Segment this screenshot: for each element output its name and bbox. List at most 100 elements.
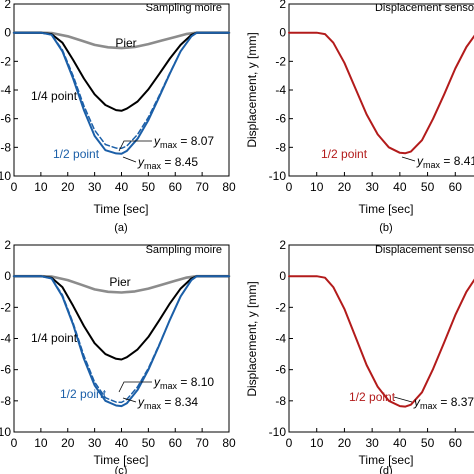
x-tick-label: 10 <box>310 180 324 194</box>
x-tick-label: 0 <box>286 436 293 450</box>
y-ticks-a: 2 0 -2 -4 -6 -8 -10 <box>0 0 18 183</box>
series-line-1-2-point <box>288 275 474 408</box>
x-tick-label: 10 <box>34 436 48 450</box>
x-tick-label: 60 <box>449 180 463 194</box>
y-tick-label: -2 <box>0 300 11 314</box>
x-ticks-a: 0 10 20 30 40 50 60 70 80 <box>11 172 236 194</box>
ymax-subscript: max <box>160 381 178 391</box>
series-label-half-a: 1/2 point <box>53 147 100 161</box>
series-group-d <box>288 275 474 408</box>
x-tick-label: 50 <box>421 180 435 194</box>
ymax-value: = 8.07 <box>177 134 214 148</box>
x-tick-label: 40 <box>393 436 407 450</box>
y-tick-label: -10 <box>0 169 11 183</box>
ymax-value: = 8.41 <box>440 154 474 168</box>
x-tick-label: 30 <box>365 180 379 194</box>
ymax-annotation-1-a: ymax = 8.07 <box>153 134 214 150</box>
ymax-symbol: y <box>137 395 145 409</box>
ymax-annotation-d: ymax = 8.37 <box>413 395 474 411</box>
y-tick-label: 0 <box>279 269 286 283</box>
y-tick-label: 2 <box>279 238 286 252</box>
ymax-subscript: max <box>160 140 178 150</box>
y-tick-label: -10 <box>269 169 287 183</box>
x-tick-label: 50 <box>142 180 156 194</box>
series-line-pier <box>12 274 231 294</box>
y-tick-label: -10 <box>269 425 287 439</box>
y-tick-label: -6 <box>0 112 11 126</box>
x-tick-label: 20 <box>338 436 352 450</box>
y-tick-label: 2 <box>4 238 11 252</box>
panel-label-a: (a) <box>114 222 127 234</box>
ymax-leader-1-c <box>118 381 152 393</box>
series-label-half-d: 1/2 point <box>349 390 396 404</box>
x-ticks-c: 0 10 20 30 40 50 60 70 80 <box>11 428 236 450</box>
x-tick-label: 70 <box>195 436 209 450</box>
panel-label-c: (c) <box>115 465 128 474</box>
panel-d: Displacement senso Displacement, y [mm] … <box>245 238 474 474</box>
y-tick-label: 0 <box>4 26 11 40</box>
x-tick-label: 50 <box>421 436 435 450</box>
panel-label-b: (b) <box>379 222 392 234</box>
y-tick-label: -6 <box>275 112 286 126</box>
y-tick-label: -8 <box>0 394 11 408</box>
series-line-1-4-point <box>13 31 230 112</box>
x-tick-label: 0 <box>11 436 18 450</box>
y-tick-label: -4 <box>0 83 11 97</box>
series-label-half-c: 1/2 point <box>60 387 107 401</box>
ymax-subscript: max <box>144 401 162 411</box>
y-tick-label: -2 <box>275 300 286 314</box>
chart-title-c: Sampling moire <box>146 244 222 256</box>
y-tick-label: -10 <box>0 425 11 439</box>
ymax-subscript: max <box>144 161 162 171</box>
y-ticks-b: 2 0 -2 -4 -6 -8 -10 <box>269 0 293 183</box>
x-tick-label: 30 <box>88 436 102 450</box>
ymax-symbol: y <box>137 155 145 169</box>
x-tick-label: 10 <box>310 436 324 450</box>
y-tick-label: -4 <box>0 332 11 346</box>
ymax-symbol: y <box>153 375 161 389</box>
ymax-annotation-2-c: ymax = 8.34 <box>137 395 198 411</box>
x-tick-label: 30 <box>88 180 102 194</box>
panel-a: Sampling moire 20-2-4-6-8-10 01020304050… <box>0 0 236 234</box>
y-axis-label-b: Displacement, y [mm] <box>245 32 259 147</box>
ymax-subscript: max <box>420 401 438 411</box>
x-axis-label-c: Time [sec] <box>94 453 149 467</box>
y-tick-label: -8 <box>275 394 286 408</box>
y-axis-label-text: Displacement, y [mm] <box>245 281 259 396</box>
x-tick-label: 40 <box>393 180 407 194</box>
panel-c: Sampling moire 20-2-4-6-8-10 01020304050… <box>0 238 236 474</box>
ymax-leader-2-c <box>122 397 137 403</box>
x-tick-label: 60 <box>449 436 463 450</box>
ymax-value: = 8.45 <box>161 155 198 169</box>
ymax-value: = 8.10 <box>177 375 214 389</box>
x-axis-label-d: Time [sec] <box>359 453 414 467</box>
ymax-subscript: max <box>423 160 441 170</box>
ymax-leader-2-a <box>122 156 137 163</box>
y-ticks-d: 2 0 -2 -4 -6 -8 -10 <box>269 238 293 439</box>
panel-label-d: (d) <box>379 465 392 474</box>
series-group-a <box>12 31 231 155</box>
x-tick-label: 70 <box>195 180 209 194</box>
y-tick-label: -2 <box>275 54 286 68</box>
series-label-half-b: 1/2 point <box>321 147 368 161</box>
y-tick-label: -4 <box>275 332 286 346</box>
ymax-annotation-2-a: ymax = 8.45 <box>137 155 198 171</box>
x-tick-label: 20 <box>338 180 352 194</box>
ymax-symbol: y <box>413 395 421 409</box>
series-label-pier-a: Pier <box>115 36 136 50</box>
series-line-pier <box>12 31 231 50</box>
y-tick-label: -4 <box>275 83 286 97</box>
series-line-1-4-point <box>13 275 230 361</box>
series-line-1-2-point <box>13 31 230 155</box>
x-tick-label: 20 <box>61 180 75 194</box>
y-axis-label-text: Displacement, y [mm] <box>245 32 259 147</box>
x-tick-label: 50 <box>142 436 156 450</box>
ymax-value: = 8.37 <box>437 395 474 409</box>
series-label-pier-c: Pier <box>109 275 130 289</box>
x-tick-label: 30 <box>365 436 379 450</box>
series-line-1-2-point <box>288 31 474 155</box>
x-tick-label: 0 <box>286 180 293 194</box>
series-group-c <box>12 274 231 408</box>
